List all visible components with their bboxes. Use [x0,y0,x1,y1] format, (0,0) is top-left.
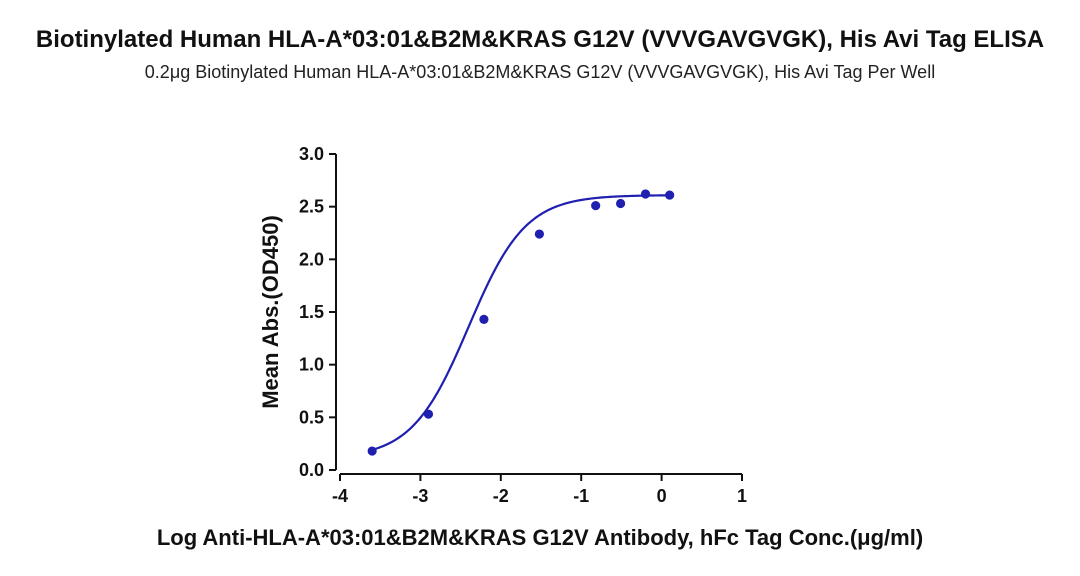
x-axis-label: Log Anti-HLA-A*03:01&B2M&KRAS G12V Antib… [157,525,923,550]
data-point [367,446,377,456]
y-tick-label: 1.5 [299,302,324,322]
data-point [591,201,601,211]
y-tick-label: 0.5 [299,407,324,427]
y-tick-label: 3.0 [299,144,324,164]
data-points [367,189,675,456]
data-point [615,198,626,209]
x-tick-label: 0 [657,486,667,506]
y-axis-label: Mean Abs.(OD450) [258,215,283,409]
x-tick-label: -4 [332,486,348,506]
y-tick-label: 1.0 [299,355,324,375]
y-tick-label: 0.0 [299,460,324,480]
fit-curve [371,194,670,451]
chart-subtitle: 0.2μg Biotinylated Human HLA-A*03:01&B2M… [144,62,936,82]
data-point [423,409,434,419]
axes: 0.0 0.5 1.0 1.5 2.0 2.5 3.0 -4 -3 -2 -1 0 1 [299,144,747,506]
x-tick-label: 1 [737,486,747,506]
x-tick-label: -3 [412,486,428,506]
y-tick-label: 2.0 [299,249,324,269]
chart-title: Biotinylated Human HLA-A*03:01&B2M&KRAS … [35,26,1045,53]
data-point [479,314,489,324]
x-tick-label: -2 [493,486,509,506]
y-tick-label: 2.5 [299,197,324,217]
data-point [640,189,651,199]
fit-curve-group [371,194,670,451]
x-tick-label: -1 [573,486,589,506]
data-point [665,190,675,200]
data-point [534,229,544,239]
